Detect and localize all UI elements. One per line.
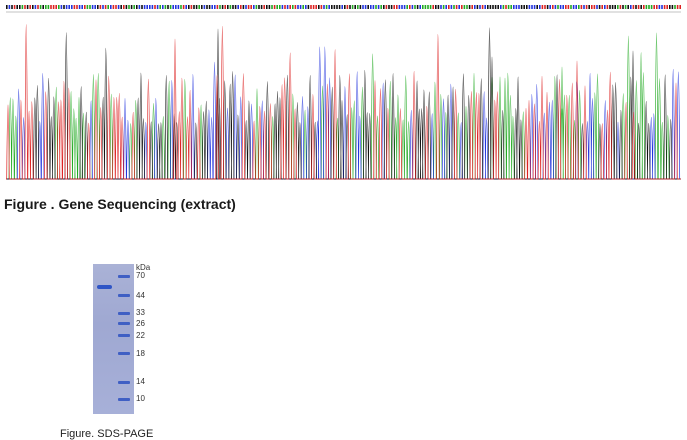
marker-band-26 <box>118 322 130 325</box>
marker-band-33 <box>118 312 130 315</box>
mw-label-14: 14 <box>136 377 145 386</box>
mw-label-22: 22 <box>136 331 145 340</box>
mw-label-70: 70 <box>136 271 145 280</box>
marker-band-44 <box>118 294 130 297</box>
mw-label-18: 18 <box>136 349 145 358</box>
sample-band <box>97 285 112 289</box>
trace-a <box>6 32 681 180</box>
marker-band-14 <box>118 381 130 384</box>
sds-page-caption: Figure. SDS-PAGE <box>60 428 154 440</box>
trace-c <box>6 46 681 180</box>
mw-label-26: 26 <box>136 319 145 328</box>
marker-band-18 <box>118 352 130 355</box>
mw-label-10: 10 <box>136 394 145 403</box>
trace-t <box>6 24 681 180</box>
gene-sequencing-chromatogram <box>6 5 681 180</box>
sds-page-gel <box>93 264 134 414</box>
mw-label-44: 44 <box>136 291 145 300</box>
base-call-strip <box>6 5 681 9</box>
kda-unit-label: kDa <box>136 263 151 272</box>
marker-band-10 <box>118 398 130 401</box>
marker-band-22 <box>118 334 130 337</box>
mw-label-33: 33 <box>136 308 145 317</box>
gene-sequencing-caption: Figure . Gene Sequencing (extract) <box>4 196 236 212</box>
marker-band-70 <box>118 275 130 278</box>
